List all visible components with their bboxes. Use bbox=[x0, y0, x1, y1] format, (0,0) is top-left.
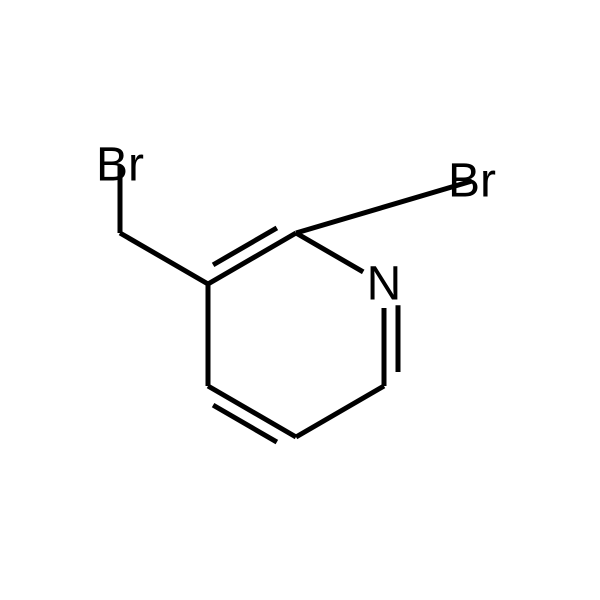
atom-label-br: Br bbox=[448, 155, 496, 208]
atom-label-n: N bbox=[367, 258, 402, 311]
atom-label-br: Br bbox=[96, 139, 144, 192]
molecule-canvas: N Br Br bbox=[0, 0, 600, 600]
